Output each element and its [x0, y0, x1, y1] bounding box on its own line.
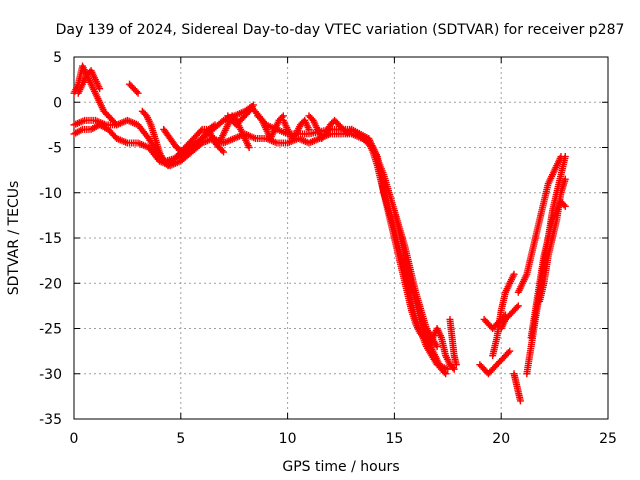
series-track-16 [446, 315, 460, 369]
data-point [504, 349, 512, 357]
data-point [506, 347, 514, 355]
series-track-17 [476, 347, 514, 378]
y-tick-label: -15 [39, 231, 62, 247]
chart-title: Day 139 of 2024, Sidereal Day-to-day VTE… [56, 22, 625, 38]
data-point [561, 153, 569, 161]
data-point [96, 85, 104, 93]
series-track-12 [305, 112, 356, 142]
data-point [346, 127, 354, 135]
series-track-13 [360, 134, 428, 342]
data-point [510, 270, 518, 278]
y-tick-labels: 5 0 -5 -10 -15 -20 -25 -30 -35 [39, 50, 62, 428]
series-track-24 [527, 198, 569, 342]
data-point [442, 370, 450, 378]
series-track-22 [514, 153, 565, 296]
series-track-9 [224, 101, 257, 129]
data-point [348, 125, 356, 133]
data-point [513, 303, 521, 311]
x-tick-label: 20 [492, 431, 510, 447]
series-track-4 [74, 67, 104, 97]
series-track-14 [390, 207, 450, 378]
data-points [70, 62, 569, 405]
series-track-25 [536, 175, 569, 305]
data-point [444, 365, 452, 373]
y-tick-label: -10 [39, 186, 62, 202]
series-track-2 [70, 121, 441, 351]
data-point [134, 89, 142, 97]
data-point [209, 122, 217, 130]
data-point [211, 121, 219, 129]
data-point [249, 101, 257, 109]
data-point [440, 368, 448, 376]
axis-ticks [73, 56, 609, 420]
y-tick-label: -5 [48, 141, 62, 157]
y-tick-label: 0 [53, 95, 62, 111]
y-tick-label: -25 [39, 322, 62, 338]
data-point [450, 365, 458, 373]
data-point [514, 302, 522, 310]
y-tick-label: -30 [39, 367, 62, 383]
y-tick-label: 5 [53, 50, 62, 66]
series-track-10 [254, 112, 287, 142]
x-tick-label: 10 [279, 431, 297, 447]
y-tick-label: -20 [39, 276, 62, 292]
x-tick-label: 25 [599, 431, 617, 447]
series-track-11 [279, 116, 313, 142]
x-tick-label: 0 [70, 431, 79, 447]
data-point [133, 88, 141, 96]
data-point [248, 103, 256, 111]
data-point [516, 397, 524, 405]
series-track-5 [126, 80, 142, 97]
series-track-15 [425, 325, 458, 373]
x-tick-label: 15 [385, 431, 403, 447]
data-point [218, 147, 226, 155]
data-point [452, 361, 460, 369]
series-track-20 [497, 302, 522, 332]
y-tick-label: -35 [39, 412, 62, 428]
data-point [433, 343, 441, 351]
data-point [220, 148, 228, 156]
data-point [113, 121, 121, 129]
series-track-19 [489, 270, 518, 360]
data-point [245, 144, 253, 151]
data-point [305, 125, 313, 133]
data-point [449, 364, 457, 372]
data-point [561, 202, 569, 210]
series-track-21 [510, 370, 524, 405]
data-point [197, 127, 205, 135]
data-point [111, 119, 119, 127]
data-point [561, 175, 569, 183]
x-tick-label: 5 [176, 431, 185, 447]
y-axis-label: SDTVAR / TECUs [6, 181, 22, 296]
x-tick-labels: 0 5 10 15 20 25 [70, 431, 617, 447]
series-track-7 [160, 121, 219, 156]
x-axis-label: GPS time / hours [282, 459, 399, 475]
grid-lines [74, 57, 608, 419]
